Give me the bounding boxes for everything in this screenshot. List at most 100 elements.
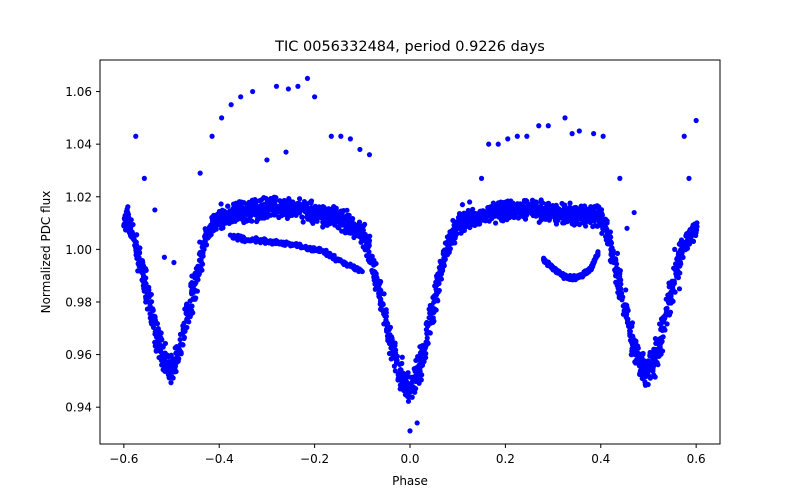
data-point (485, 204, 491, 211)
data-point (267, 238, 273, 244)
data-point (228, 102, 234, 108)
data-point (583, 269, 590, 275)
data-point (446, 249, 452, 255)
data-point (607, 229, 614, 235)
data-point (542, 209, 548, 215)
data-point (201, 241, 207, 248)
data-point (528, 202, 534, 208)
data-point (167, 368, 173, 374)
data-point (506, 209, 512, 215)
data-point (165, 354, 171, 360)
data-point (600, 226, 606, 232)
data-point (318, 206, 325, 212)
data-point (371, 262, 377, 268)
data-point (633, 338, 639, 344)
data-point (442, 250, 448, 256)
data-point (276, 241, 282, 247)
data-point (155, 343, 161, 349)
data-point (417, 344, 423, 350)
data-point (613, 261, 620, 267)
data-point (150, 324, 157, 330)
data-point (360, 244, 366, 250)
data-point (397, 366, 403, 373)
data-point (174, 351, 180, 357)
data-point (595, 252, 601, 258)
data-point (577, 216, 583, 222)
data-point (414, 420, 420, 426)
data-point (209, 225, 215, 231)
data-point (543, 201, 550, 207)
data-point (196, 257, 203, 263)
data-point (256, 198, 263, 204)
data-point (285, 86, 291, 92)
data-point (426, 315, 432, 321)
data-point (608, 251, 614, 258)
data-point (537, 204, 544, 210)
data-point (249, 209, 255, 215)
data-point (294, 243, 300, 250)
data-point (188, 308, 195, 314)
data-point (442, 256, 448, 262)
chart-title: TIC 0056332484, period 0.9226 days (274, 39, 545, 55)
data-point (515, 209, 521, 215)
data-point (245, 217, 251, 223)
data-point (342, 260, 349, 266)
data-point (405, 398, 412, 404)
data-point (177, 336, 183, 343)
data-point (242, 205, 248, 211)
data-point (536, 123, 542, 129)
data-point (686, 232, 692, 239)
y-tick-label: 1.06 (65, 85, 92, 99)
data-point (197, 264, 203, 270)
data-point (365, 244, 371, 251)
data-point (148, 319, 154, 325)
data-point (584, 206, 590, 212)
data-point (248, 237, 254, 243)
data-point (666, 280, 672, 286)
data-point (254, 218, 260, 225)
x-tick-label: 0.6 (687, 452, 706, 466)
x-tick-label: 0.4 (591, 452, 610, 466)
data-point (230, 201, 237, 207)
data-point (190, 296, 196, 302)
data-point (456, 211, 463, 217)
data-point (667, 296, 673, 302)
data-point (682, 241, 688, 247)
data-point (133, 133, 139, 139)
data-point (371, 274, 377, 280)
data-point (374, 278, 380, 284)
y-tick-label: 1.02 (65, 190, 92, 204)
data-point (320, 223, 326, 229)
data-point (578, 203, 584, 210)
data-point (399, 354, 405, 360)
data-point (568, 275, 574, 281)
data-point (487, 211, 494, 217)
data-point (130, 236, 136, 242)
data-point (553, 213, 560, 219)
data-point (337, 209, 343, 215)
data-point (693, 117, 699, 124)
data-point (547, 263, 554, 269)
data-point (638, 358, 644, 364)
data-point (380, 307, 386, 314)
data-point (219, 115, 225, 121)
data-point (180, 342, 186, 348)
data-point (268, 205, 275, 211)
data-point (407, 428, 413, 434)
data-point (424, 331, 430, 337)
data-point (395, 375, 401, 382)
data-point (170, 375, 176, 381)
data-point (652, 359, 658, 365)
data-point (212, 220, 218, 226)
data-point (364, 253, 370, 259)
data-point (633, 357, 639, 363)
data-point (130, 231, 136, 237)
data-point (190, 284, 196, 290)
data-point (651, 372, 657, 378)
data-point (158, 354, 164, 360)
data-point (250, 198, 256, 205)
data-point (411, 387, 417, 393)
data-point (309, 245, 315, 251)
data-point (599, 216, 606, 222)
